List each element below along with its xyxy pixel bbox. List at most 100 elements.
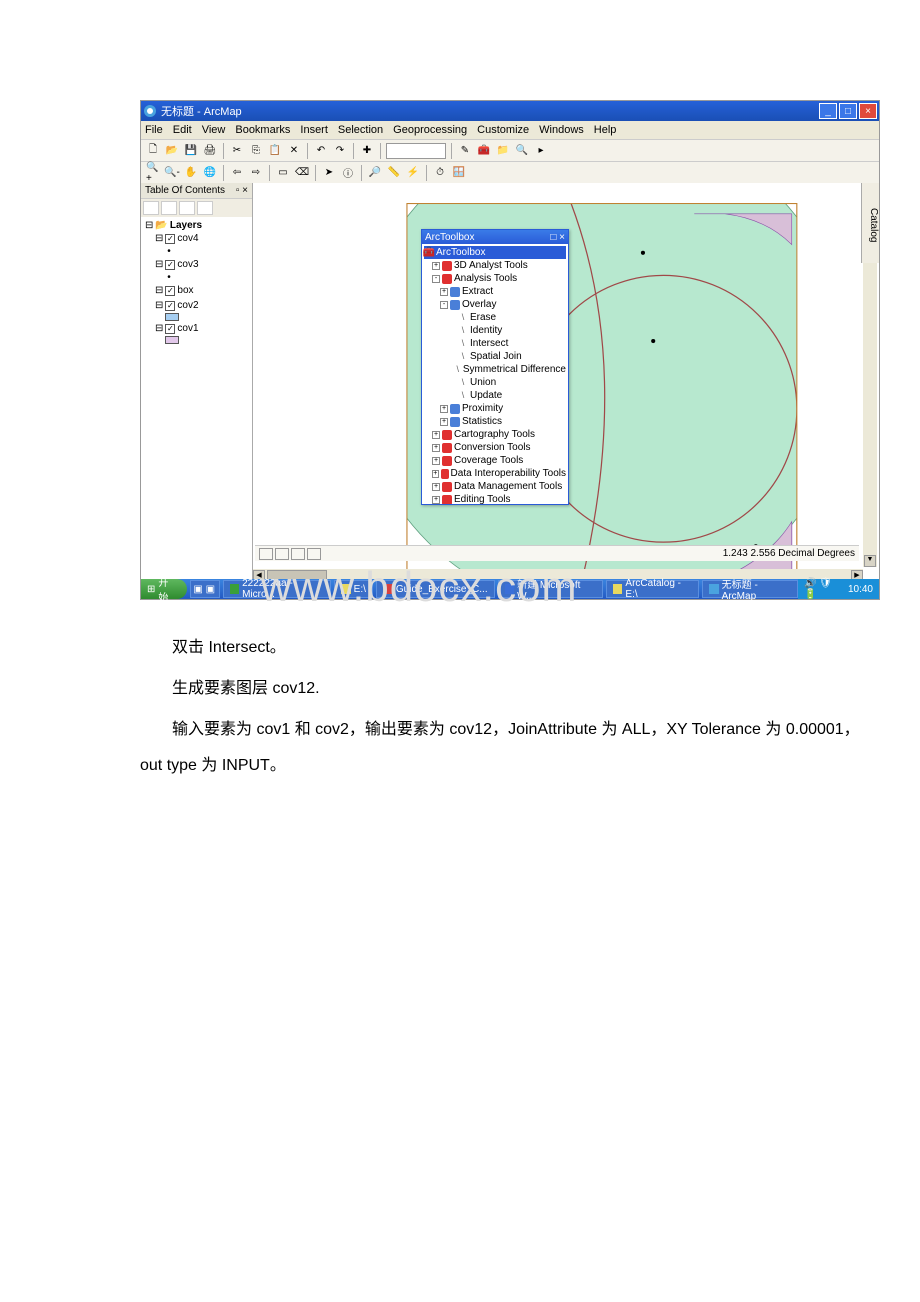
toolbox-item[interactable]: +Data Management Tools (424, 480, 566, 493)
layout-view-button[interactable] (275, 548, 289, 560)
refresh-button[interactable] (291, 548, 305, 560)
toc-layer-item[interactable]: ⊟ ✓ cov2 (145, 299, 248, 312)
tool-icon (455, 365, 461, 375)
toc-layers-root[interactable]: ⊟ 📂 Layers (145, 219, 248, 232)
toolbox-item[interactable]: +Conversion Tools (424, 441, 566, 454)
select-button[interactable]: ▭ (275, 165, 291, 181)
menu-windows[interactable]: Windows (539, 124, 584, 136)
zoom-out-button[interactable]: 🔍- (164, 165, 180, 181)
menu-customize[interactable]: Customize (477, 124, 529, 136)
toolbox-item[interactable]: Intersect (424, 337, 566, 350)
arctoolbox-titlebar[interactable]: ArcToolbox □ × (422, 230, 568, 244)
taskbar-item[interactable]: ArcCatalog - E:\ (606, 580, 699, 598)
toolbox-icon[interactable]: 🧰 (476, 143, 492, 159)
next-extent-button[interactable]: ⇨ (248, 165, 264, 181)
open-button[interactable]: 📂 (164, 143, 180, 159)
undo-button[interactable]: ↶ (313, 143, 329, 159)
menu-insert[interactable]: Insert (300, 124, 328, 136)
menu-geoprocessing[interactable]: Geoprocessing (393, 124, 467, 136)
pause-button[interactable] (307, 548, 321, 560)
toolbox-item[interactable]: +Coverage Tools (424, 454, 566, 467)
toolbox-item[interactable]: Identity (424, 324, 566, 337)
delete-button[interactable]: ✕ (286, 143, 302, 159)
taskbar-item[interactable]: 无标题 - ArcMap (702, 580, 798, 598)
find-button[interactable]: 🔎 (367, 165, 383, 181)
search-icon[interactable]: 🔍 (514, 143, 530, 159)
toolbox-item[interactable]: Spatial Join (424, 350, 566, 363)
toolbox-item[interactable]: +Editing Tools (424, 493, 566, 504)
system-tray[interactable]: 🔊 🛡 🔋 10:40 (798, 579, 879, 599)
editor-toolbar-icon[interactable]: ✎ (457, 143, 473, 159)
pointer-button[interactable]: ➤ (321, 165, 337, 181)
new-button[interactable]: 🗋 (145, 143, 161, 159)
menu-file[interactable]: File (145, 124, 163, 136)
start-button[interactable]: ⊞ 开始 (141, 579, 187, 599)
taskbar-item[interactable]: Guide_Exercise_C... (376, 580, 495, 598)
toc-header[interactable]: Table Of Contents ▫ × (141, 183, 252, 199)
add-data-button[interactable]: ✚ (359, 143, 375, 159)
menu-view[interactable]: View (202, 124, 226, 136)
paste-button[interactable]: 📋 (267, 143, 283, 159)
toolbox-item[interactable]: Symmetrical Difference (424, 363, 566, 376)
toc-pin-icon[interactable]: ▫ × (236, 185, 248, 196)
taskbar-item[interactable]: E:\ (334, 580, 373, 598)
cut-button[interactable]: ✂ (229, 143, 245, 159)
taskbar-item[interactable]: 222222aa - Micro... (223, 580, 331, 598)
map-view[interactable]: ArcToolbox □ × 🧰 ArcToolbox +3D Analyst … (253, 183, 879, 585)
toolbox-item[interactable]: +Statistics (424, 415, 566, 428)
toc-layer-item[interactable]: ⊟ ✓ cov4 (145, 232, 248, 245)
save-button[interactable]: 💾 (183, 143, 199, 159)
menu-edit[interactable]: Edit (173, 124, 192, 136)
toolbox-item[interactable]: -Analysis Tools (424, 272, 566, 285)
prev-extent-button[interactable]: ⇦ (229, 165, 245, 181)
catalog-icon[interactable]: 📁 (495, 143, 511, 159)
arctoolbox-panel[interactable]: ArcToolbox □ × 🧰 ArcToolbox +3D Analyst … (421, 229, 569, 505)
toc-title: Table Of Contents (145, 185, 225, 196)
toolbox-item[interactable]: +Data Interoperability Tools (424, 467, 566, 480)
data-view-button[interactable] (259, 548, 273, 560)
toolbox-item[interactable]: +3D Analyst Tools (424, 259, 566, 272)
maximize-button[interactable]: □ (839, 103, 857, 119)
arctoolbox-root[interactable]: 🧰 ArcToolbox (424, 246, 566, 259)
toc-layer-item[interactable]: ⊟ ✓ box (145, 284, 248, 297)
catalog-tab[interactable]: Catalog (861, 183, 879, 263)
full-extent-button[interactable]: 🌐 (202, 165, 218, 181)
viewer-button[interactable]: 🪟 (451, 165, 467, 181)
toc-tab-list[interactable] (143, 201, 159, 215)
toolbox-item[interactable]: +Cartography Tools (424, 428, 566, 441)
menu-help[interactable]: Help (594, 124, 617, 136)
toolbox-item[interactable]: +Extract (424, 285, 566, 298)
clear-selection-button[interactable]: ⌫ (294, 165, 310, 181)
scroll-down-icon[interactable]: ▼ (864, 555, 876, 567)
quick-launch[interactable]: ▣ ▣ (190, 580, 219, 598)
toc-tab-visibility[interactable] (179, 201, 195, 215)
measure-button[interactable]: 📏 (386, 165, 402, 181)
menu-selection[interactable]: Selection (338, 124, 383, 136)
toc-layer-item[interactable]: ⊟ ✓ cov3 (145, 258, 248, 271)
python-icon[interactable]: ▸ (533, 143, 549, 159)
menu-bookmarks[interactable]: Bookmarks (235, 124, 290, 136)
scale-dropdown[interactable] (386, 143, 446, 159)
taskbar-item[interactable]: 新建 Microsoft W... (498, 580, 603, 598)
toolbox-icon (442, 443, 452, 453)
toolbox-item[interactable]: -Overlay (424, 298, 566, 311)
close-button[interactable]: × (859, 103, 877, 119)
toolbox-item[interactable]: Union (424, 376, 566, 389)
print-button[interactable]: 🖨 (202, 143, 218, 159)
titlebar[interactable]: 无标题 - ArcMap _ □ × (141, 101, 879, 121)
copy-button[interactable]: ⎘ (248, 143, 264, 159)
minimize-button[interactable]: _ (819, 103, 837, 119)
hyperlink-button[interactable]: ⚡ (405, 165, 421, 181)
toc-layer-item[interactable]: ⊟ ✓ cov1 (145, 322, 248, 335)
toc-tab-source[interactable] (161, 201, 177, 215)
toolbox-item[interactable]: +Proximity (424, 402, 566, 415)
zoom-in-button[interactable]: 🔍+ (145, 165, 161, 181)
identify-button[interactable]: ⓘ (340, 165, 356, 181)
pan-button[interactable]: ✋ (183, 165, 199, 181)
toc-tab-selection[interactable] (197, 201, 213, 215)
redo-button[interactable]: ↷ (332, 143, 348, 159)
toolbox-item[interactable]: Erase (424, 311, 566, 324)
time-slider-button[interactable]: ⏱ (432, 165, 448, 181)
toolbox-item[interactable]: Update (424, 389, 566, 402)
arctoolbox-close-icon[interactable]: □ × (550, 232, 565, 243)
